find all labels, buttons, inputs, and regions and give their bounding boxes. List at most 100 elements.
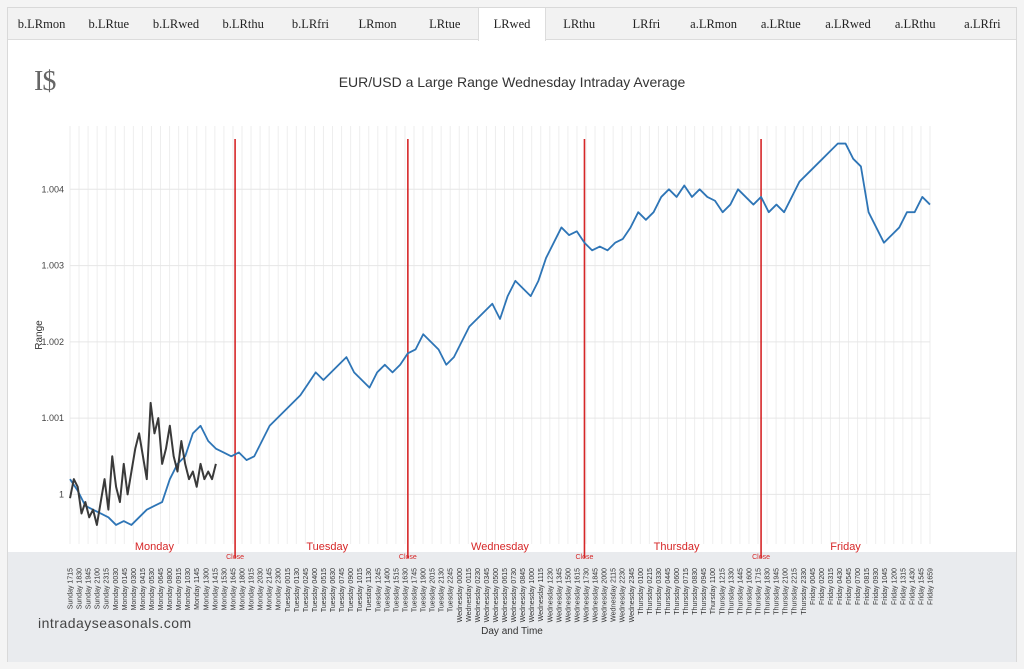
x-tick-label: Wednesday 0500 <box>493 568 500 622</box>
x-tick-label: Tuesday 1630 <box>402 568 409 612</box>
day-label: Tuesday <box>306 541 348 553</box>
chart-canvas: 1 1.001 1.002 1.003 1.004 Range Close Close Clos… <box>34 126 935 622</box>
x-tick-label: Monday 1415 <box>212 568 219 611</box>
x-tick-label: Wednesday 1115 <box>538 568 545 621</box>
x-tick-label: Thursday 1100 <box>710 568 717 614</box>
series-line-average <box>69 142 931 526</box>
site-url[interactable]: intradayseasonals.com <box>38 615 192 631</box>
x-tick-label: Friday 1545 <box>918 568 925 605</box>
x-tick-label: Thursday 0715 <box>683 568 690 615</box>
x-tick-label: Thursday 1600 <box>746 568 753 615</box>
x-axis-title: Day and Time <box>481 626 543 637</box>
day-label: Thursday <box>654 541 700 553</box>
x-tick-label: Friday 0815 <box>864 568 871 605</box>
tab-a-lrwed[interactable]: a.LRwed <box>825 17 871 31</box>
x-tick-label: Friday 1430 <box>909 568 916 605</box>
tab-lrfri[interactable]: LRfri <box>632 17 661 31</box>
x-axis-band <box>8 552 1016 662</box>
x-tick-label: Tuesday 1015 <box>357 568 364 612</box>
x-tick-label: Friday 1200 <box>891 568 898 605</box>
tab-a-lrfri[interactable]: a.LRfri <box>964 17 1001 31</box>
x-tick-label: Tuesday 1745 <box>412 568 419 612</box>
x-tick-label: Tuesday 1515 <box>393 568 400 612</box>
tab-lrthu[interactable]: LRthu <box>563 17 596 31</box>
x-tick-label: Friday 0930 <box>873 568 880 605</box>
tab-lrwed[interactable]: LRwed <box>478 8 546 41</box>
x-tick-label: Tuesday 2130 <box>439 568 446 612</box>
close-label: Close <box>576 554 594 561</box>
x-tick-label: Friday 0045 <box>810 568 817 605</box>
x-tick-label: Wednesday 1500 <box>565 568 572 622</box>
tab-b-lrtue[interactable]: b.LRtue <box>88 17 130 31</box>
x-tick-label: Friday 1315 <box>900 568 907 605</box>
x-tick-label: Sunday 2315 <box>104 568 111 609</box>
x-tick-label: Wednesday 1730 <box>584 568 591 622</box>
x-tick-label: Tuesday 2245 <box>448 568 455 612</box>
x-tick-label: Thursday 1945 <box>774 568 781 615</box>
x-tick-label: Monday 2300 <box>276 568 283 611</box>
x-tick-label: Monday 0915 <box>176 568 183 611</box>
x-tick-label: Monday 1145 <box>194 568 201 610</box>
y-tick-label: 1.002 <box>41 337 64 347</box>
x-tick-label: Thursday 0100 <box>638 568 645 615</box>
x-tick-label: Thursday 1830 <box>765 568 772 615</box>
x-tick-label: Monday 0030 <box>113 568 120 611</box>
tab-a-lrthu[interactable]: a.LRthu <box>894 17 936 31</box>
x-tick-label: Wednesday 1230 <box>547 568 554 622</box>
tab-b-lrthu[interactable]: b.LRthu <box>222 17 264 31</box>
chart-title: EUR/USD a Large Range Wednesday Intraday… <box>338 74 686 90</box>
x-tick-label: Sunday 1715 <box>68 568 75 609</box>
x-tick-label: Wednesday 0345 <box>484 568 491 622</box>
x-tick-label: Friday 0200 <box>819 568 826 605</box>
x-tick-label: Monday 1030 <box>185 568 192 611</box>
x-tick-label: Tuesday 1245 <box>375 568 382 612</box>
tab-b-lrfri[interactable]: b.LRfri <box>291 17 329 31</box>
x-tick-label: Wednesday 0115 <box>466 568 473 622</box>
x-tick-label: Wednesday 0230 <box>475 568 482 622</box>
x-tick-label: Friday 0430 <box>837 568 844 605</box>
tab-a-lrtue[interactable]: a.LRtue <box>760 17 801 31</box>
x-tick-label: Thursday 1330 <box>728 568 735 615</box>
x-tick-label: Thursday 2330 <box>801 568 808 615</box>
x-tick-label: Monday 1800 <box>240 568 247 611</box>
x-tick-label: Thursday 1715 <box>756 568 763 615</box>
tab-lrtue[interactable]: LRtue <box>429 17 461 31</box>
x-tick-label: Monday 1645 <box>230 568 237 611</box>
x-tick-label: Monday 0300 <box>131 568 138 611</box>
x-tick-label: Wednesday 0730 <box>511 568 518 622</box>
x-tick-label: Friday 0545 <box>846 568 853 605</box>
x-tick-label: Tuesday 0515 <box>321 568 328 612</box>
tab-bar: b.LRmon b.LRtue b.LRwed b.LRthu b.LRfri LRmon… <box>8 8 1016 41</box>
close-label: Close <box>752 554 770 561</box>
x-tick-label: Tuesday 0015 <box>285 568 292 612</box>
x-tick-label: Wednesday 2345 <box>629 568 636 622</box>
tab-b-lrmon[interactable]: b.LRmon <box>17 17 66 31</box>
app-frame: b.LRmon b.LRtue b.LRwed b.LRthu b.LRfri LRmon… <box>7 7 1017 662</box>
x-tick-label: Wednesday 2000 <box>602 568 609 622</box>
x-tick-label: Monday 2145 <box>267 568 274 611</box>
x-tick-label: Thursday 0830 <box>692 568 699 615</box>
y-tick-label: 1 <box>59 489 64 499</box>
tab-a-lrmon[interactable]: a.LRmon <box>690 17 738 31</box>
x-tick-label: Thursday 2100 <box>783 568 790 615</box>
tab-b-lrwed[interactable]: b.LRwed <box>152 17 200 31</box>
x-tick-label: Wednesday 1000 <box>529 568 536 622</box>
x-tick-label: Monday 1915 <box>249 568 256 611</box>
x-tick-label: Tuesday 1900 <box>421 568 428 612</box>
x-tick-label: Tuesday 0900 <box>348 568 355 612</box>
x-tick-label: Friday 1659 <box>928 568 935 605</box>
x-tick-label: Wednesday 1845 <box>593 568 600 622</box>
x-tick-label: Wednesday 0000 <box>457 568 464 622</box>
x-tick-label: Wednesday 2115 <box>611 568 618 622</box>
x-tick-label: Tuesday 0400 <box>312 568 319 612</box>
x-tick-label: Monday 0145 <box>122 568 129 611</box>
x-tick-label: Sunday 2100 <box>95 568 102 609</box>
x-tick-label: Thursday 0445 <box>665 568 672 615</box>
tab-lrmon[interactable]: LRmon <box>358 17 397 31</box>
x-tick-label: Wednesday 1615 <box>574 568 581 622</box>
day-label: Wednesday <box>471 541 529 553</box>
x-tick-label: Friday 0315 <box>828 568 835 605</box>
x-tick-label: Thursday 0330 <box>656 568 663 615</box>
y-tick-label: 1.004 <box>41 184 64 194</box>
x-tick-label: Thursday 1445 <box>737 568 744 615</box>
